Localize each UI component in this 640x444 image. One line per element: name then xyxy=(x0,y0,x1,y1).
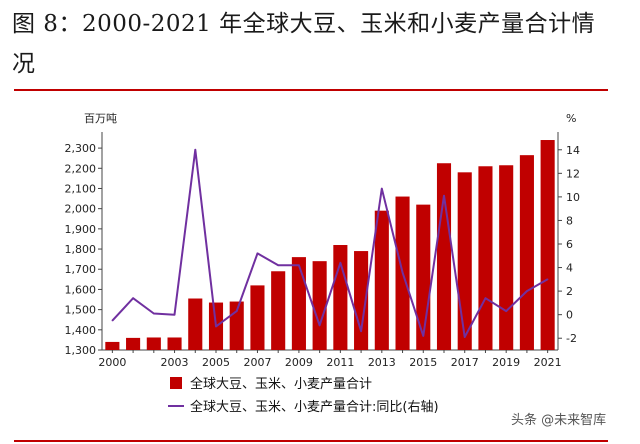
bottom-divider xyxy=(14,440,608,442)
bar-2020 xyxy=(519,155,534,350)
bar-2008 xyxy=(271,271,286,350)
bar-2015 xyxy=(416,204,431,350)
x-tick-label: 2015 xyxy=(409,356,437,369)
legend-bar-label: 全球大豆、玉米、小麦产量合计 xyxy=(190,376,372,392)
yoy-point-2019 xyxy=(505,310,507,312)
right-tick-label: 6 xyxy=(566,238,573,251)
x-tick-label: 2017 xyxy=(451,356,479,369)
yoy-point-2003 xyxy=(173,313,176,316)
left-tick-label: 1,800 xyxy=(65,243,97,256)
x-tick-label: 2003 xyxy=(161,356,189,369)
yoy-point-2014 xyxy=(401,271,404,274)
title-divider xyxy=(14,89,608,91)
page-title: 图 8：2000-2021 年全球大豆、玉米和小麦产量合计情况 xyxy=(12,11,596,77)
bar-2012 xyxy=(354,251,369,350)
yoy-point-2004 xyxy=(194,148,197,151)
right-tick-label: 0 xyxy=(566,309,573,322)
bar-2019 xyxy=(499,165,514,350)
left-unit-label: 百万吨 xyxy=(84,112,117,125)
right-unit-label: % xyxy=(566,112,576,125)
bar-2001 xyxy=(126,337,141,350)
yoy-point-2020 xyxy=(526,290,528,292)
yoy-point-2021 xyxy=(546,278,549,281)
right-tick-label: 12 xyxy=(566,167,580,180)
bar-2011 xyxy=(333,245,348,350)
left-tick-label: 1,400 xyxy=(65,324,97,337)
x-tick-label: 2021 xyxy=(534,356,562,369)
yoy-point-2006 xyxy=(235,310,238,312)
yoy-point-2011 xyxy=(339,262,342,264)
bar-2002 xyxy=(146,337,161,350)
bar-2003 xyxy=(167,337,182,350)
left-tick-label: 2,200 xyxy=(65,162,97,175)
x-tick-label: 2011 xyxy=(326,356,354,369)
yoy-point-2012 xyxy=(360,330,362,332)
bar-2016 xyxy=(436,163,452,350)
left-tick-label: 2,100 xyxy=(65,182,97,195)
bar-2000 xyxy=(105,341,120,350)
right-tick-label: 10 xyxy=(566,191,580,204)
left-tick-label: 1,300 xyxy=(65,344,97,357)
bar-2017 xyxy=(457,172,472,350)
legend-bar-swatch xyxy=(170,377,182,389)
bar-2013 xyxy=(374,210,389,350)
bars xyxy=(105,140,555,350)
yoy-point-2017 xyxy=(463,336,466,338)
bar-2018 xyxy=(478,166,493,350)
right-tick-label: 8 xyxy=(566,214,573,227)
left-tick-label: 1,900 xyxy=(65,223,97,236)
left-tick-label: 1,700 xyxy=(65,263,97,276)
yoy-point-2001 xyxy=(132,297,134,299)
right-tick-label: 2 xyxy=(566,285,573,298)
x-tick-label: 2009 xyxy=(285,356,313,369)
x-tick-label: 2007 xyxy=(243,356,271,369)
yoy-point-2010 xyxy=(318,324,321,327)
x-tick-label: 2000 xyxy=(98,356,126,369)
yoy-line xyxy=(111,148,549,338)
bar-2009 xyxy=(291,257,306,350)
yoy-polyline xyxy=(111,148,549,338)
right-tick-label: 4 xyxy=(566,262,573,275)
yoy-point-2009 xyxy=(298,264,300,267)
bar-2004 xyxy=(188,298,203,350)
bar-2007 xyxy=(250,285,265,350)
axes: 百万吨 % 1,300 1,400 1,500 1,600 1,700 1,800 1,900 2… xyxy=(65,112,581,369)
watermark: 头条 @未来智库 xyxy=(508,408,610,429)
yoy-point-2018 xyxy=(484,297,487,299)
x-tick-label: 2013 xyxy=(368,356,396,369)
yoy-point-2016 xyxy=(443,194,445,197)
yoy-point-2015 xyxy=(422,335,425,337)
bar-2021 xyxy=(540,140,555,350)
bar-2010 xyxy=(312,261,327,350)
yoy-point-2005 xyxy=(215,325,217,328)
yoy-point-2008 xyxy=(277,264,279,267)
yoy-point-2000 xyxy=(111,319,114,322)
x-tick-label: 2019 xyxy=(492,356,520,369)
left-tick-label: 2,000 xyxy=(65,203,97,216)
x-tick-label: 2005 xyxy=(202,356,230,369)
left-tick-label: 1,500 xyxy=(65,304,97,317)
legend-line-label: 全球大豆、玉米、小麦产量合计:同比(右轴) xyxy=(190,399,439,415)
yoy-point-2007 xyxy=(256,252,259,255)
right-tick-label: -2 xyxy=(566,332,577,345)
left-tick-label: 1,600 xyxy=(65,283,97,296)
yoy-point-2002 xyxy=(153,312,155,315)
left-tick-label: 2,300 xyxy=(65,142,97,155)
yoy-point-2013 xyxy=(381,187,383,190)
right-tick-label: 14 xyxy=(566,144,580,157)
